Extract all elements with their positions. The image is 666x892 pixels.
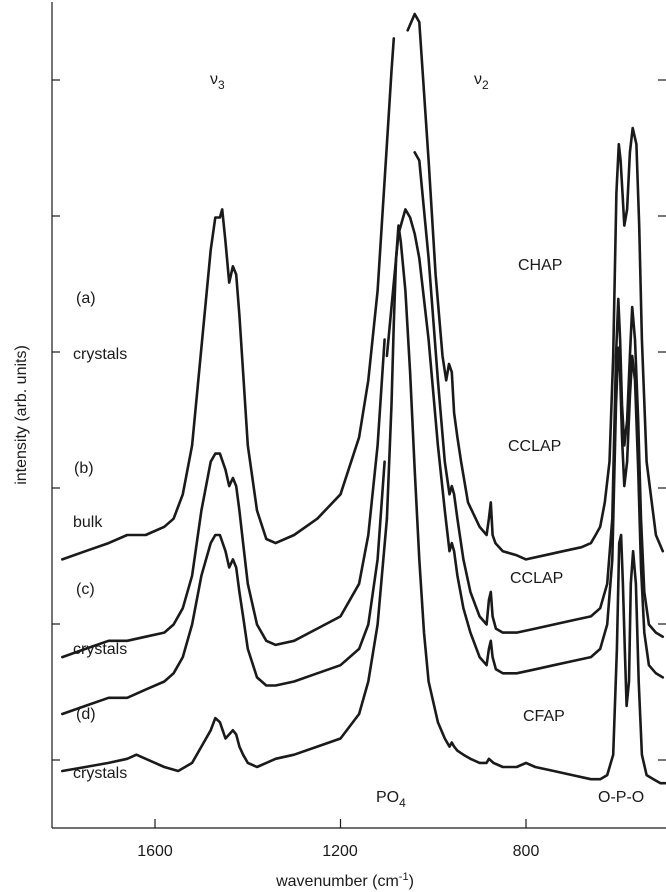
spectrum-line-7 [385,208,665,679]
nu3-subscript: 3 [218,78,225,92]
sample-label-cfap: CFAP [523,708,565,725]
series-label-a: (a) [76,290,96,307]
nu2-symbol: ν [474,71,482,88]
x-axis-label-main: wavenumber (cm [275,873,399,890]
series-label-c: (c) [76,581,95,598]
nu2-label: ν2 [474,71,489,92]
opo-label: O-P-O [598,789,644,806]
note-crystals-d: crystals [73,765,127,782]
x-tick-label-800: 800 [513,843,540,860]
sample-label-cclap-crystals: CCLAP [510,570,563,587]
x-axis-label-end: ) [409,873,414,890]
note-crystals-c: crystals [73,641,127,658]
note-bulk-b: bulk [73,514,103,531]
po4-subscript: 4 [399,796,406,810]
nu3-symbol: ν [210,71,218,88]
axis-ticks [52,79,666,828]
spectrum-line-5 [406,12,665,561]
series-label-b: (b) [74,460,94,477]
x-axis-label-superscript: -1 [399,871,409,883]
spectrum-line-2 [61,338,386,659]
spectrum-line-1 [61,37,396,561]
spectrum-line-3 [61,460,386,716]
x-tick-label-1600: 1600 [137,843,173,860]
spectrum-line-4 [61,517,389,773]
sample-label-cclap-bulk: CCLAP [508,438,561,455]
spectrum-line-6 [413,151,665,638]
x-axis-label: wavenumber (cm-1) [275,871,414,890]
spectrum-line-8 [385,224,666,785]
note-crystals-a: crystals [73,346,127,363]
nu3-label: ν3 [210,71,225,92]
spectra-curves [61,12,666,785]
nu2-subscript: 2 [482,78,489,92]
po4-main: PO [376,789,399,806]
sample-label-chap: CHAP [518,257,562,274]
po4-label: PO4 [376,789,406,810]
series-label-d: (d) [76,706,96,723]
y-axis-label: intensity (arb. units) [13,345,30,485]
x-tick-label-1200: 1200 [322,843,358,860]
